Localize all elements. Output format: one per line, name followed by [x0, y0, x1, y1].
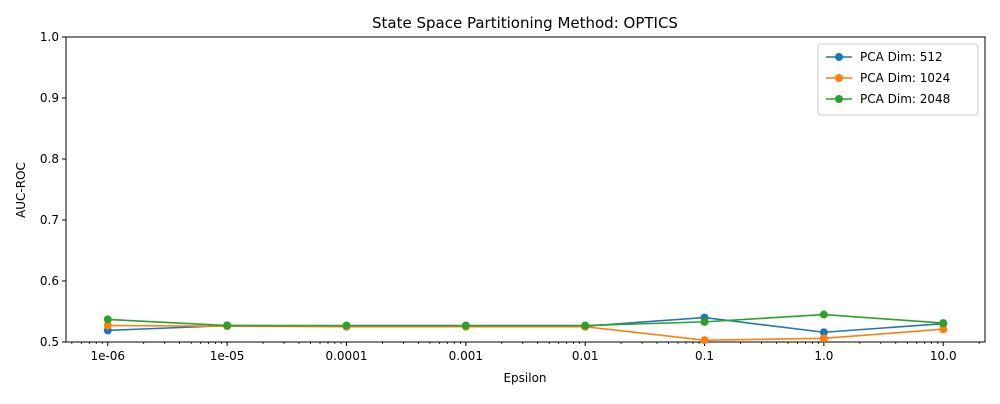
y-tick-label: 0.8 — [40, 152, 59, 166]
legend-label: PCA Dim: 1024 — [860, 71, 950, 85]
x-tick-label: 0.01 — [572, 349, 599, 363]
data-point — [819, 310, 828, 319]
data-point — [819, 328, 828, 337]
data-point — [103, 315, 112, 324]
legend-label: PCA Dim: 2048 — [860, 92, 950, 106]
data-point — [700, 336, 709, 345]
y-axis-label: AUC-ROC — [14, 162, 28, 218]
plot-frame — [65, 36, 986, 343]
data-point — [581, 321, 590, 330]
y-tick-label: 0.9 — [40, 91, 59, 105]
series-line — [107, 313, 944, 327]
x-tick-label: 0.0001 — [325, 349, 367, 363]
legend: PCA Dim: 512 PCA Dim: 1024 PCA Dim: 2048 — [817, 43, 979, 116]
data-point — [342, 321, 351, 330]
legend-marker — [835, 95, 843, 103]
x-tick-label: 1e-06 — [90, 349, 125, 363]
legend-marker — [835, 74, 843, 82]
legend-label: PCA Dim: 512 — [860, 50, 943, 64]
y-tick-label: 0.6 — [40, 274, 59, 288]
plot-layer: 0.5 0.6 0.7 0.8 0.9 1.0 1e-06 1e-05 0.0001 0.001 0… — [40, 30, 986, 363]
data-point — [461, 321, 470, 330]
legend-box — [817, 43, 979, 116]
x-axis-label: Epsilon — [503, 371, 546, 385]
data-point — [819, 334, 828, 343]
x-tick-label: 1.0 — [814, 349, 833, 363]
y-tick-label: 0.7 — [40, 213, 59, 227]
chart-title: State Space Partitioning Method: OPTICS — [372, 14, 678, 32]
y-tick-label: 1.0 — [40, 30, 59, 44]
x-tick-label: 10.0 — [930, 349, 957, 363]
data-point — [700, 317, 709, 326]
data-point — [939, 319, 948, 328]
y-tick-label: 0.5 — [40, 335, 59, 349]
x-tick-label: 0.1 — [695, 349, 714, 363]
data-point — [223, 321, 232, 330]
data-point — [103, 321, 112, 330]
legend-marker — [835, 53, 843, 61]
x-tick-label: 0.001 — [449, 349, 483, 363]
data-point — [939, 325, 948, 334]
x-tick-label: 1e-05 — [210, 349, 245, 363]
